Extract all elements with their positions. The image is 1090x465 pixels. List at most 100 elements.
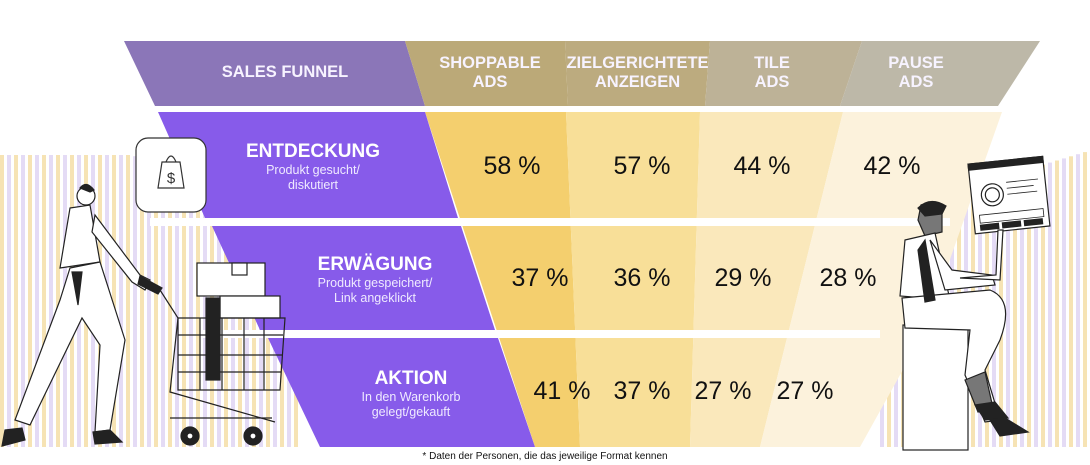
background-stripe xyxy=(49,155,53,447)
background-stripe xyxy=(231,195,235,447)
value-label: 37 % xyxy=(613,377,671,405)
background-stripe xyxy=(1034,166,1038,448)
value-label: 37 % xyxy=(511,264,569,292)
shopping-bag-dollar-icon: $ xyxy=(135,137,207,213)
header-sales-funnel-text: SALES FUNNEL xyxy=(221,63,349,81)
background-stripe xyxy=(1083,152,1087,447)
header-col-line2: ADS xyxy=(898,73,934,91)
row-separator xyxy=(150,218,950,226)
background-stripe xyxy=(1041,164,1045,447)
background-stripe xyxy=(119,155,123,447)
background-stripe xyxy=(126,155,130,447)
stage-title: ERWÄGUNG xyxy=(317,254,433,275)
header-band-col1 xyxy=(405,41,568,106)
background-stripe xyxy=(1055,160,1059,447)
background-stripe xyxy=(203,184,207,447)
background-stripe xyxy=(1020,171,1024,447)
background-stripe xyxy=(147,161,151,448)
value-label: 41 % xyxy=(533,377,591,405)
stage-row-entdeckung xyxy=(158,112,458,218)
person-with-cart-illustration xyxy=(1,183,286,447)
background-stripe xyxy=(0,155,4,447)
header-col-line1: TILE xyxy=(754,54,790,72)
stage-row-aktion xyxy=(268,338,535,447)
background-stripe xyxy=(35,155,39,447)
background-stripe xyxy=(1013,173,1017,447)
value-label: 29 % xyxy=(714,264,772,292)
background-stripe xyxy=(21,155,25,447)
value-label: 58 % xyxy=(483,152,541,180)
header-col-line2: ANZEIGEN xyxy=(594,73,681,91)
background-stripe xyxy=(238,198,242,447)
stage-title: ENTDECKUNG xyxy=(245,141,381,162)
background-stripe xyxy=(168,170,172,447)
background-stripe xyxy=(252,203,256,447)
header-band-col3 xyxy=(705,41,862,106)
background-stripe xyxy=(14,155,18,447)
column-shoppable-ads xyxy=(425,112,580,447)
header-col-zielgerichtete-anzeigen: ZIELGERICHTETE ANZEIGEN xyxy=(555,54,720,92)
product-page-window xyxy=(967,155,1051,235)
svg-text:$: $ xyxy=(167,170,176,187)
row-separator xyxy=(200,330,880,338)
background-stripe xyxy=(140,159,144,447)
header-band-purple xyxy=(124,41,425,106)
background-stripe xyxy=(1006,175,1010,447)
background-stripe xyxy=(161,167,165,447)
header-separator xyxy=(120,106,1050,112)
background-stripe xyxy=(112,155,116,447)
stage-subtitle: gelegt/gekauft xyxy=(371,405,451,419)
background-stripe xyxy=(189,178,193,447)
background-stripe xyxy=(1027,168,1031,447)
background-stripe xyxy=(196,181,200,447)
stage-label-aktion: AKTION In den Warenkorb gelegt/gekauft xyxy=(331,368,491,420)
header-band-col4 xyxy=(840,41,1040,106)
header-col-line1: PAUSE xyxy=(888,54,944,72)
stage-label-erwaegung: ERWÄGUNG Produkt gespeichert/ Link angek… xyxy=(295,254,455,306)
stage-label-entdeckung: ENTDECKUNG Produkt gesucht/ diskutiert xyxy=(233,141,393,193)
background-stripe xyxy=(182,175,186,448)
person-with-laptop-illustration xyxy=(899,155,1051,451)
background-stripe xyxy=(175,173,179,447)
stage-subtitle: Produkt gespeichert/ xyxy=(317,276,433,290)
value-label: 27 % xyxy=(776,377,834,405)
background-stripe xyxy=(1069,156,1073,448)
column-pause-ads xyxy=(760,112,1002,447)
background-stripe xyxy=(245,201,249,447)
column-zielgerichtete-anzeigen xyxy=(566,112,700,447)
background-stripe xyxy=(1062,158,1066,447)
value-label: 36 % xyxy=(613,264,671,292)
header-col-shoppable-ads: SHOPPABLE ADS xyxy=(420,54,560,92)
value-label: 57 % xyxy=(613,152,671,180)
header-band-col2 xyxy=(565,41,710,106)
stage-subtitle: Produkt gesucht/ xyxy=(266,163,360,177)
background-stripe xyxy=(224,192,228,447)
header-col-line2: ADS xyxy=(754,73,790,91)
background-stripe xyxy=(1076,154,1080,447)
value-label: 28 % xyxy=(819,264,877,292)
header-col-tile-ads: TILE ADS xyxy=(722,54,822,92)
background-stripe xyxy=(133,156,137,447)
header-sales-funnel: SALES FUNNEL xyxy=(170,63,400,82)
stage-subtitle: Link angeklickt xyxy=(334,291,416,305)
background-stripe xyxy=(7,155,11,447)
background-stripe xyxy=(1048,162,1052,447)
footnote: * Daten der Personen, die das jeweilige … xyxy=(422,451,668,462)
stage-subtitle: diskutiert xyxy=(287,178,339,192)
background-stripe xyxy=(56,155,60,447)
stage-title: AKTION xyxy=(374,368,448,389)
background-stripe xyxy=(28,155,32,447)
value-label: 44 % xyxy=(733,152,791,180)
stage-row-erwaegung xyxy=(212,226,495,330)
background-stripe xyxy=(154,164,158,447)
stage-subtitle: In den Warenkorb xyxy=(361,390,461,404)
header-col-line1: SHOPPABLE xyxy=(439,54,541,72)
background-stripe xyxy=(42,155,46,447)
column-tile-ads xyxy=(690,112,843,447)
header-col-line1: ZIELGERICHTETE xyxy=(566,54,709,72)
header-col-pause-ads: PAUSE ADS xyxy=(866,54,966,92)
value-label: 42 % xyxy=(863,152,921,180)
header-col-line2: ADS xyxy=(472,73,508,91)
